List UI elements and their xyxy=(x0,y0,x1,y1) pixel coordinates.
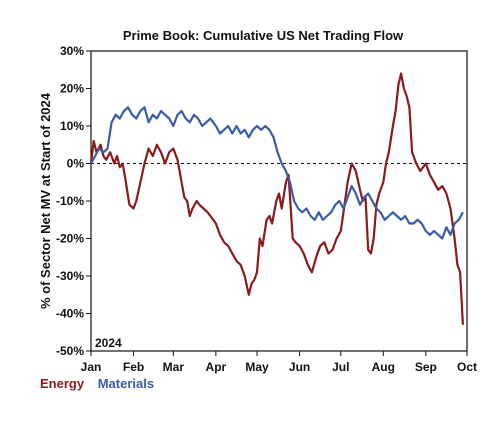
legend-item-energy: Energy xyxy=(40,376,85,391)
chart-title: Prime Book: Cumulative US Net Trading Fl… xyxy=(123,28,404,43)
y-tick-label: 10% xyxy=(60,119,84,133)
y-tick-label: 0% xyxy=(67,157,85,171)
y-tick-label: -40% xyxy=(56,307,84,321)
y-tick-label: -10% xyxy=(56,194,84,208)
x-tick-label: Mar xyxy=(163,360,185,374)
y-tick-label: 20% xyxy=(60,82,84,96)
legend-item-materials: Materials xyxy=(97,376,155,391)
x-tick-label: Sep xyxy=(415,360,437,374)
y-axis-label: % of Sector Net MV at Start of 2024 xyxy=(38,92,53,309)
y-ticks: 30% 20% 10% 0% -10% -20% -30% -40% -50% xyxy=(56,44,91,358)
series-line-materials xyxy=(90,106,464,240)
x-tick-label: Jun xyxy=(289,360,310,374)
y-tick-label: -20% xyxy=(56,232,84,246)
x-tick-label: May xyxy=(245,360,269,374)
x-tick-label: Jul xyxy=(332,360,349,374)
legend: Energy Materials xyxy=(40,376,164,391)
series-lines xyxy=(89,72,464,325)
y-tick-label: 30% xyxy=(60,44,84,58)
y-tick-label: -30% xyxy=(56,269,84,283)
x-tick-label: Jan xyxy=(81,360,102,374)
year-annotation: 2024 xyxy=(95,336,122,350)
x-tick-label: Feb xyxy=(123,360,144,374)
series-line-energy xyxy=(89,72,464,325)
x-tick-label: Aug xyxy=(372,360,395,374)
x-tick-label: Apr xyxy=(206,360,227,374)
plot-area xyxy=(90,50,468,352)
y-tick-label: -50% xyxy=(56,344,84,358)
x-ticks: Jan Feb Mar Apr May Jun Jul Aug Sep Oct xyxy=(81,351,477,374)
x-tick-label: Oct xyxy=(457,360,477,374)
